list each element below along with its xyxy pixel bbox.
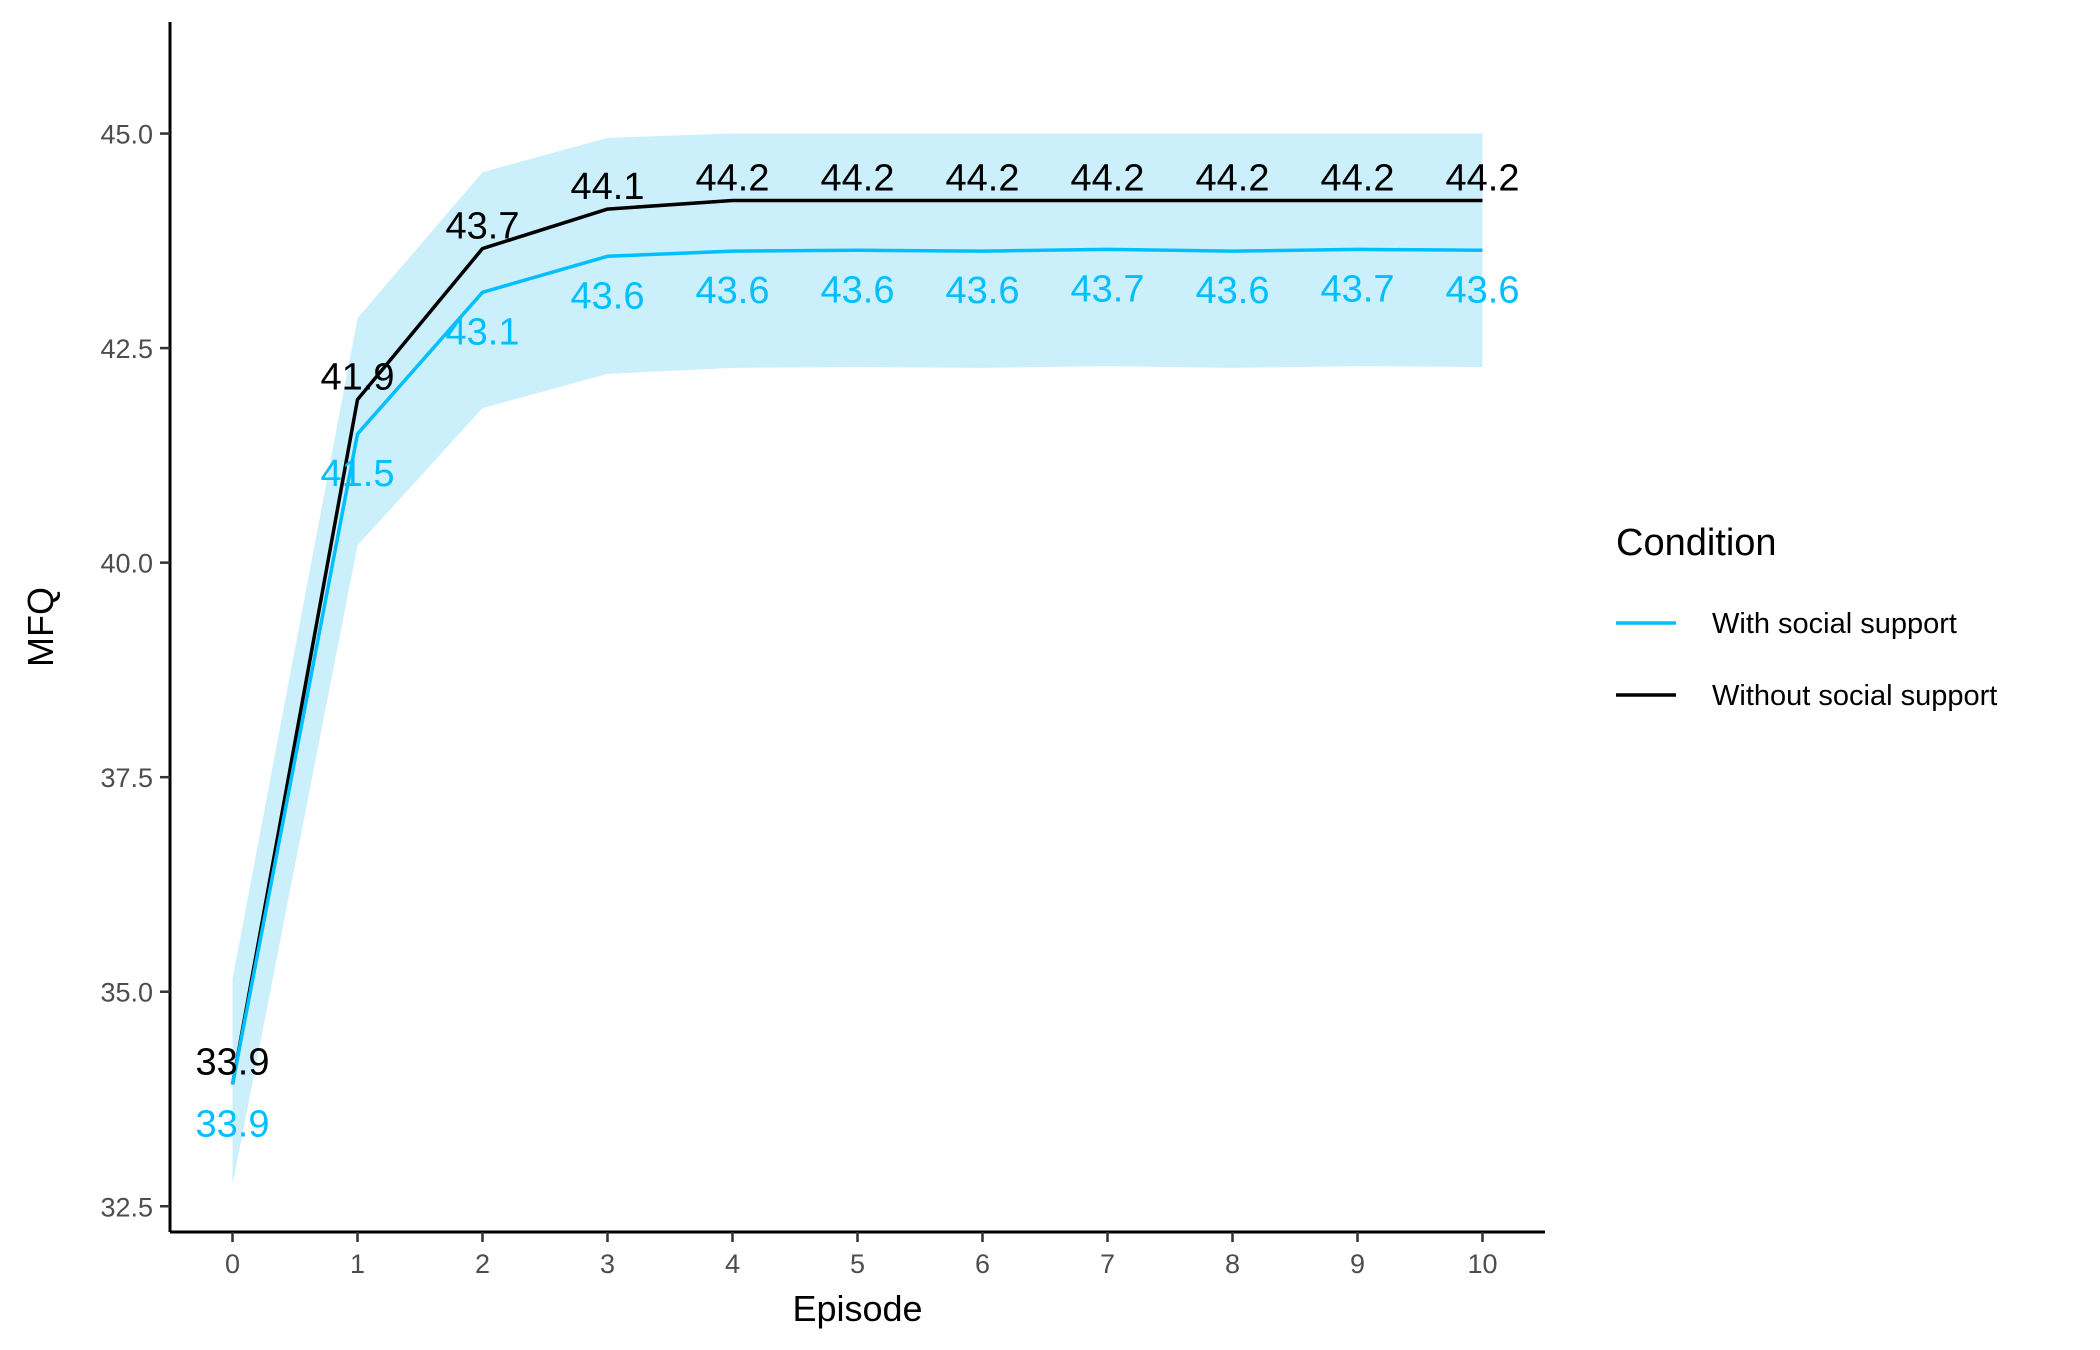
x-tick-label: 5 <box>850 1249 865 1279</box>
data-label: 43.7 <box>1321 268 1395 310</box>
confidence-band-layer <box>232 133 1483 1185</box>
data-label-layer: 33.9 41.5 43.1 43.6 43.6 43.6 43.6 43.7 43.6 43.7… <box>196 157 1520 1145</box>
y-axis-title: MFQ <box>20 587 61 667</box>
x-axis-title: Episode <box>792 1288 922 1329</box>
y-tick-label: 37.5 <box>100 763 153 793</box>
series-line-layer <box>230 198 1483 1085</box>
y-tick-label: 45.0 <box>100 120 153 150</box>
legend: Condition With social support Without soc… <box>1616 522 1997 712</box>
legend-items: With social support Without social suppor… <box>1616 608 1997 712</box>
x-tick-label: 0 <box>225 1249 240 1279</box>
data-label: 43.6 <box>1196 270 1270 312</box>
data-label: 44.2 <box>696 157 770 199</box>
x-tick-label: 9 <box>1350 1249 1365 1279</box>
data-label: 43.7 <box>446 206 520 248</box>
data-label: 33.9 <box>196 1041 270 1083</box>
x-tick-label: 7 <box>1100 1249 1115 1279</box>
data-label: 43.6 <box>946 270 1020 312</box>
y-axis-ticks: 32.5 35.0 37.5 40.0 42.5 45.0 <box>100 120 170 1222</box>
series-line-1 <box>230 198 1483 1085</box>
y-tick-label: 40.0 <box>100 549 153 579</box>
series-line-0 <box>230 247 1483 1085</box>
y-tick-label: 35.0 <box>100 978 153 1008</box>
legend-label-0: With social support <box>1712 608 1957 640</box>
y-tick-label: 42.5 <box>100 334 153 364</box>
data-label: 44.2 <box>821 157 895 199</box>
data-label: 44.2 <box>1196 157 1270 199</box>
x-tick-label: 1 <box>350 1249 365 1279</box>
data-label: 43.6 <box>571 275 645 317</box>
data-label: 44.2 <box>1321 157 1395 199</box>
data-label: 44.1 <box>571 166 645 208</box>
data-label: 43.6 <box>1446 269 1520 311</box>
legend-label-1: Without social support <box>1712 680 1997 712</box>
data-label: 43.6 <box>821 269 895 311</box>
x-tick-label: 6 <box>975 1249 990 1279</box>
data-label: 43.7 <box>1071 268 1145 310</box>
confidence-band-0 <box>232 133 1483 1185</box>
data-label: 44.2 <box>1071 157 1145 199</box>
data-label: 33.9 <box>196 1103 270 1145</box>
x-axis-ticks: 0 1 2 3 4 5 6 7 8 9 10 <box>225 1232 1498 1279</box>
x-tick-label: 8 <box>1225 1249 1240 1279</box>
legend-title: Condition <box>1616 522 1777 564</box>
x-tick-label: 10 <box>1467 1249 1497 1279</box>
data-label: 44.2 <box>946 157 1020 199</box>
data-label: 43.6 <box>696 270 770 312</box>
x-tick-label: 3 <box>600 1249 615 1279</box>
data-label: 41.5 <box>321 453 395 495</box>
data-label: 44.2 <box>1446 157 1520 199</box>
y-tick-label: 32.5 <box>100 1192 153 1222</box>
data-label: 41.9 <box>321 357 395 399</box>
data-label: 43.1 <box>446 311 520 353</box>
x-tick-label: 2 <box>475 1249 490 1279</box>
x-tick-label: 4 <box>725 1249 740 1279</box>
